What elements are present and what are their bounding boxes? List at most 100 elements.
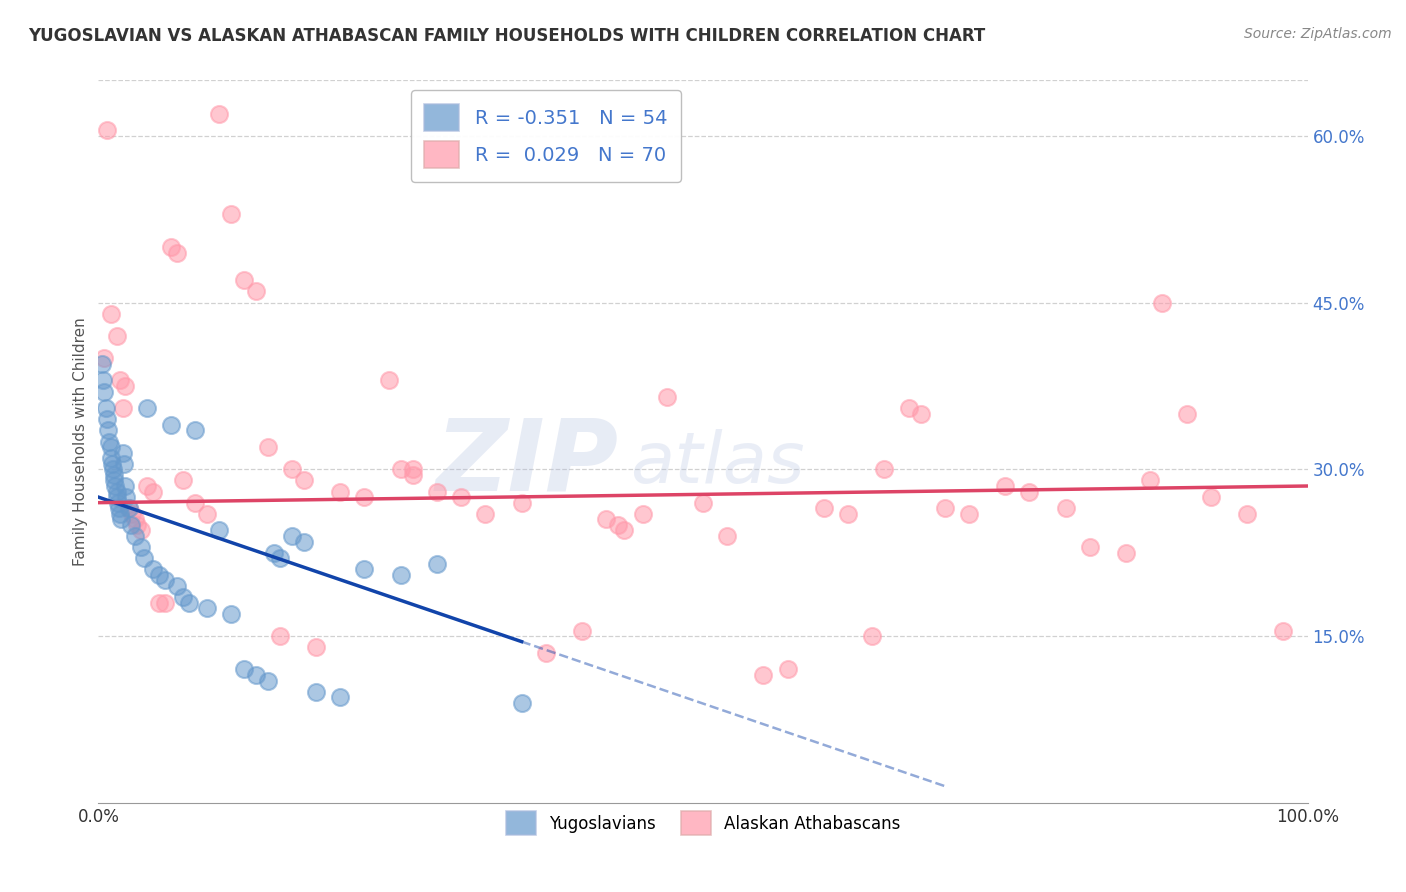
Point bbox=[94, 401, 117, 416]
Point bbox=[1139, 474, 1161, 488]
Point bbox=[114, 479, 136, 493]
Point bbox=[135, 401, 157, 416]
Point bbox=[148, 568, 170, 582]
Text: Source: ZipAtlas.com: Source: ZipAtlas.com bbox=[1244, 27, 1392, 41]
Point bbox=[96, 412, 118, 426]
Point bbox=[101, 462, 124, 476]
Point bbox=[837, 507, 859, 521]
Point bbox=[118, 501, 141, 516]
Point bbox=[103, 474, 125, 488]
Point bbox=[692, 496, 714, 510]
Point bbox=[221, 207, 243, 221]
Point bbox=[100, 307, 122, 321]
Point bbox=[571, 624, 593, 638]
Point bbox=[93, 351, 115, 366]
Point bbox=[1272, 624, 1295, 638]
Text: YUGOSLAVIAN VS ALASKAN ATHABASCAN FAMILY HOUSEHOLDS WITH CHILDREN CORRELATION CH: YUGOSLAVIAN VS ALASKAN ATHABASCAN FAMILY… bbox=[28, 27, 986, 45]
Point bbox=[353, 490, 375, 504]
Point bbox=[426, 557, 449, 571]
Point bbox=[166, 245, 188, 260]
Point bbox=[111, 445, 134, 459]
Point bbox=[179, 596, 201, 610]
Point bbox=[103, 467, 125, 482]
Point bbox=[184, 424, 207, 438]
Point bbox=[910, 407, 932, 421]
Point bbox=[110, 512, 132, 526]
Point bbox=[129, 540, 152, 554]
Point bbox=[402, 462, 425, 476]
Point bbox=[292, 474, 315, 488]
Point bbox=[124, 529, 146, 543]
Point bbox=[172, 474, 194, 488]
Point bbox=[142, 562, 165, 576]
Point bbox=[292, 534, 315, 549]
Point bbox=[957, 507, 980, 521]
Point bbox=[426, 484, 449, 499]
Point bbox=[752, 668, 775, 682]
Point bbox=[184, 496, 207, 510]
Point bbox=[134, 551, 156, 566]
Point bbox=[353, 562, 375, 576]
Point bbox=[281, 462, 304, 476]
Point bbox=[389, 568, 412, 582]
Point bbox=[1054, 501, 1077, 516]
Point bbox=[377, 373, 399, 387]
Point bbox=[305, 684, 328, 698]
Point bbox=[160, 240, 183, 254]
Point bbox=[100, 451, 122, 466]
Point bbox=[1175, 407, 1198, 421]
Point bbox=[105, 490, 128, 504]
Point bbox=[402, 467, 425, 482]
Point bbox=[813, 501, 835, 516]
Point bbox=[450, 490, 472, 504]
Point bbox=[208, 106, 231, 120]
Point bbox=[1236, 507, 1258, 521]
Point bbox=[100, 440, 122, 454]
Point bbox=[112, 457, 135, 471]
Point bbox=[153, 574, 176, 588]
Point bbox=[108, 507, 131, 521]
Y-axis label: Family Households with Children: Family Households with Children bbox=[73, 318, 89, 566]
Point bbox=[121, 507, 143, 521]
Point bbox=[1078, 540, 1101, 554]
Point bbox=[160, 417, 183, 432]
Point bbox=[631, 507, 654, 521]
Point bbox=[607, 517, 630, 532]
Point bbox=[256, 440, 278, 454]
Point bbox=[776, 662, 799, 676]
Point bbox=[107, 496, 129, 510]
Point bbox=[269, 629, 291, 643]
Point bbox=[305, 640, 328, 655]
Point bbox=[534, 646, 557, 660]
Text: atlas: atlas bbox=[630, 429, 806, 498]
Point bbox=[232, 662, 254, 676]
Point bbox=[135, 479, 157, 493]
Point bbox=[96, 123, 118, 137]
Point bbox=[613, 524, 636, 538]
Point bbox=[329, 484, 352, 499]
Point bbox=[1018, 484, 1040, 499]
Point bbox=[281, 529, 304, 543]
Point bbox=[98, 434, 121, 449]
Text: ZIP: ZIP bbox=[436, 415, 619, 512]
Point bbox=[269, 551, 291, 566]
Point bbox=[195, 507, 218, 521]
Point bbox=[897, 401, 920, 416]
Point bbox=[124, 512, 146, 526]
Point bbox=[716, 529, 738, 543]
Point bbox=[245, 285, 267, 299]
Point bbox=[120, 517, 142, 532]
Point bbox=[256, 673, 278, 688]
Point bbox=[389, 462, 412, 476]
Legend: Yugoslavians, Alaskan Athabascans: Yugoslavians, Alaskan Athabascans bbox=[495, 801, 911, 845]
Point bbox=[1152, 295, 1174, 310]
Point bbox=[105, 484, 128, 499]
Point bbox=[93, 384, 115, 399]
Point bbox=[1199, 490, 1222, 504]
Point bbox=[166, 579, 188, 593]
Point bbox=[232, 273, 254, 287]
Point bbox=[108, 501, 131, 516]
Point bbox=[115, 490, 138, 504]
Point bbox=[263, 546, 285, 560]
Point bbox=[510, 696, 533, 710]
